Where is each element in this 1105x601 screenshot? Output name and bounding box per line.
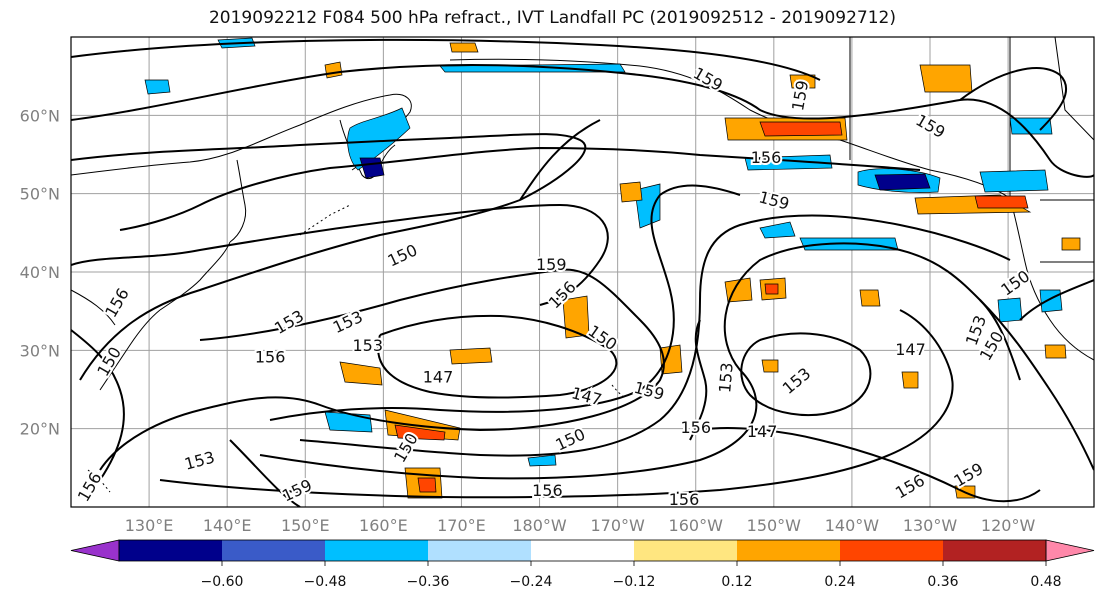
lon-label: 160°W xyxy=(669,516,724,535)
lon-label: 160°E xyxy=(359,516,408,535)
colorbar-tick-label: 0.36 xyxy=(927,574,958,590)
contour-label: 159 xyxy=(536,255,567,274)
lat-label: 40°N xyxy=(20,263,60,282)
latitude-labels: 60°N 50°N 40°N 30°N 20°N xyxy=(20,106,60,438)
lon-label: 150°E xyxy=(281,516,330,535)
lon-label: 180°W xyxy=(512,516,567,535)
colorbar-tick-label: −0.12 xyxy=(613,574,656,590)
lon-label: 150°W xyxy=(747,516,802,535)
contour-label: 156 xyxy=(751,148,782,167)
map-frame xyxy=(70,36,1095,508)
colorbar-outline xyxy=(118,539,1047,562)
colorbar-swatch xyxy=(840,540,944,561)
lon-label: 130°E xyxy=(125,516,174,535)
contour-label: 147 xyxy=(423,367,454,386)
colorbar-tick-label: −0.36 xyxy=(407,574,450,590)
colorbar-tick-label: 0.48 xyxy=(1030,574,1061,590)
colorbar-tick-label: −0.60 xyxy=(201,574,244,590)
colorbar-tick-label: 0.12 xyxy=(721,574,752,590)
colorbar-swatch xyxy=(531,540,635,561)
colorbar-swatch xyxy=(737,540,841,561)
contour-label: 147 xyxy=(747,422,778,441)
height-contours xyxy=(71,38,1094,507)
lon-label: 130°W xyxy=(903,516,958,535)
contour-label: 156 xyxy=(680,418,711,437)
lat-label: 50°N xyxy=(20,185,60,204)
colorbar-swatch xyxy=(119,540,223,561)
lat-label: 60°N xyxy=(20,106,60,125)
lon-label: 140°E xyxy=(203,516,252,535)
lon-label: 170°W xyxy=(590,516,645,535)
colorbar-swatch xyxy=(634,540,738,561)
colorbar-swatch xyxy=(428,540,532,561)
longitude-labels: 130°E 140°E 150°E 160°E 170°E 180°W 170°W 160°W… xyxy=(125,516,1036,535)
contour-label: 156 xyxy=(669,490,700,509)
colorbar-tick-label: −0.48 xyxy=(304,574,347,590)
contour-label: 156 xyxy=(532,481,563,500)
lon-label: 170°E xyxy=(437,516,486,535)
lat-label: 30°N xyxy=(20,341,60,360)
colorbar-swatch xyxy=(943,540,1047,561)
contour-label: 156 xyxy=(255,348,286,367)
colorbar-swatch xyxy=(325,540,429,561)
colorbar-tick-label: 0.24 xyxy=(824,574,855,590)
colorbar-extend-low xyxy=(70,539,120,562)
map-title: 2019092212 F084 500 hPa refract., IVT La… xyxy=(208,8,896,28)
contour-label: 153 xyxy=(715,362,737,394)
colorbar-swatch xyxy=(222,540,326,561)
lat-label: 20°N xyxy=(20,420,60,439)
contour-label: 153 xyxy=(352,336,383,355)
contour-label: 147 xyxy=(895,340,926,359)
colorbar-tick-label: −0.24 xyxy=(510,574,553,590)
colorbar-extend-high xyxy=(1045,539,1095,562)
lon-label: 120°W xyxy=(981,516,1036,535)
lon-label: 140°W xyxy=(825,516,880,535)
colorbar: −0.60 −0.48 −0.36 −0.24 −0.12 0.12 0.24 0.36 0.4… xyxy=(70,539,1095,590)
